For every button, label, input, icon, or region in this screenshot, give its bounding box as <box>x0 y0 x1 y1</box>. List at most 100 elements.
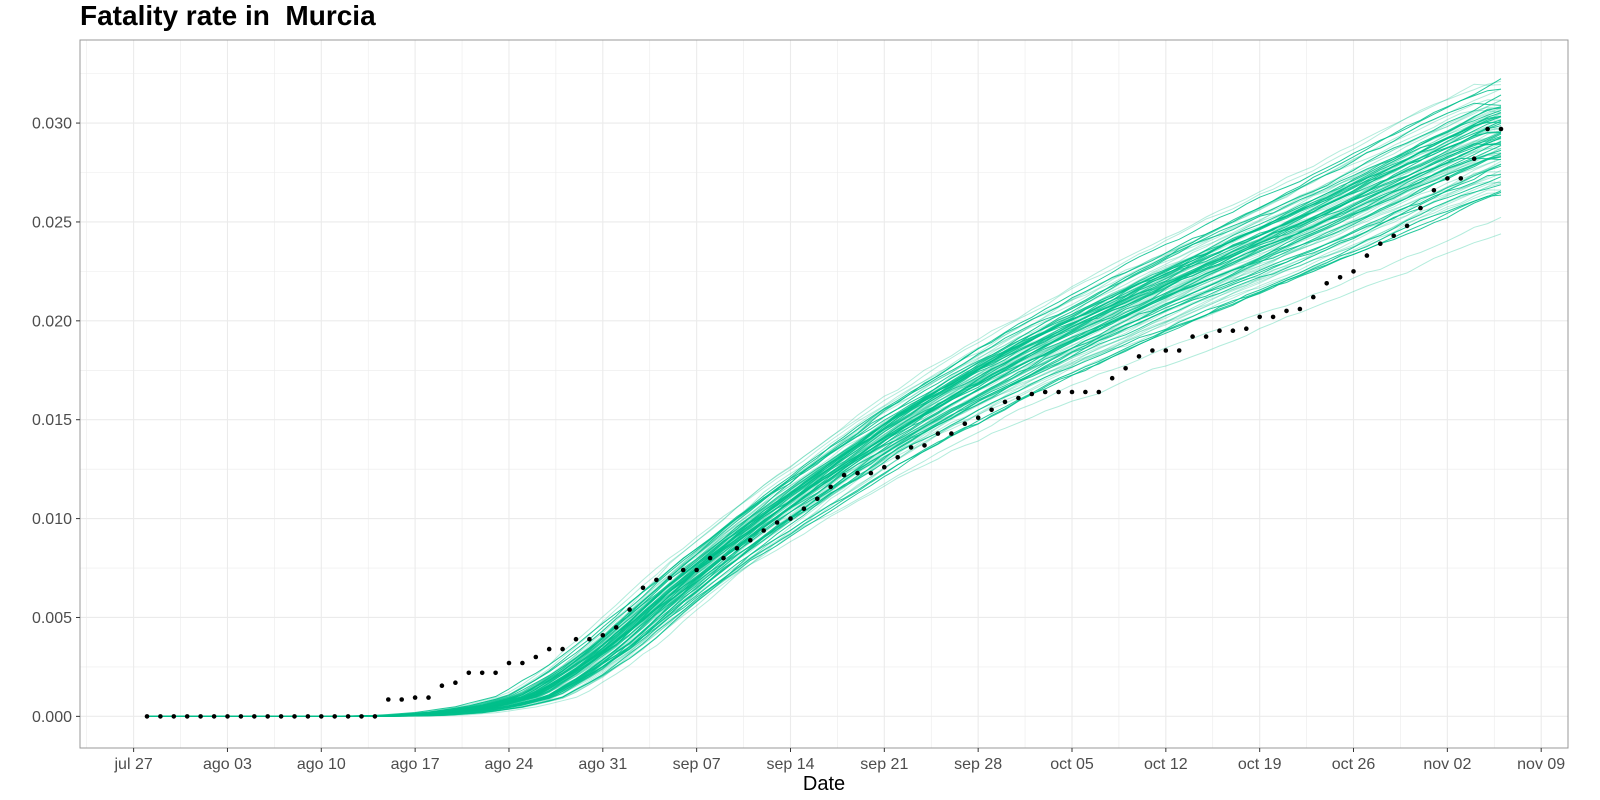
observed-point <box>1337 275 1343 280</box>
x-tick-label: oct 26 <box>1332 756 1376 773</box>
x-tick-label: oct 05 <box>1050 756 1094 773</box>
y-tick-label: 0.030 <box>32 116 72 133</box>
observed-point <box>922 443 927 448</box>
observed-point <box>560 646 565 652</box>
observed-point <box>627 607 632 612</box>
observed-point <box>1297 306 1303 312</box>
x-axis-title: Date <box>803 773 845 795</box>
observed-point <box>332 714 338 719</box>
x-tick-label: sep 14 <box>766 756 814 773</box>
observed-point <box>1351 269 1356 274</box>
observed-point <box>1445 176 1450 181</box>
observed-point <box>989 407 994 413</box>
observed-point <box>761 528 766 533</box>
observed-point <box>238 714 244 719</box>
observed-point <box>252 714 257 719</box>
x-tick-label: ago 10 <box>297 756 346 773</box>
observed-point <box>225 714 230 719</box>
observed-point <box>654 577 659 583</box>
observed-point <box>1284 308 1289 314</box>
observed-point <box>1163 348 1169 353</box>
observed-point <box>1123 366 1128 371</box>
observed-point <box>386 697 391 702</box>
observed-point <box>292 714 297 719</box>
x-tick-label: nov 09 <box>1517 756 1565 773</box>
observed-point <box>868 470 874 476</box>
observed-point <box>613 625 619 630</box>
observed-point <box>975 415 981 421</box>
y-axis: 0.000 0.005 0.010 0.015 0.020 0.025 0.030 <box>32 116 80 726</box>
observed-point <box>1364 253 1370 258</box>
observed-point <box>707 555 713 561</box>
observed-point <box>841 472 847 478</box>
x-tick-label: oct 12 <box>1144 756 1188 773</box>
observed-point <box>278 714 284 719</box>
x-tick-label: ago 03 <box>203 756 252 773</box>
observed-point <box>1136 354 1142 359</box>
observed-point <box>667 575 673 581</box>
x-tick-label: sep 07 <box>673 756 721 773</box>
observed-point <box>882 464 887 470</box>
observed-point <box>520 660 525 666</box>
observed-point <box>908 445 914 450</box>
observed-point <box>426 695 431 700</box>
observed-point <box>587 636 592 642</box>
observed-point <box>493 670 498 676</box>
simulated-line <box>147 181 1502 717</box>
observed-point <box>372 714 378 719</box>
observed-point <box>1270 314 1276 320</box>
observed-point <box>1042 389 1048 395</box>
observed-point <box>1230 328 1236 334</box>
observed-point <box>546 646 552 652</box>
observed-point <box>171 714 177 719</box>
y-tick-label: 0.010 <box>32 511 72 528</box>
observed-point <box>1016 395 1021 401</box>
observed-point <box>721 555 726 561</box>
x-tick-label: ago 17 <box>391 756 440 773</box>
observed-point <box>828 484 833 490</box>
observed-point <box>184 714 190 719</box>
observed-point <box>1203 334 1209 339</box>
observed-point <box>788 516 793 521</box>
observed-point <box>1029 391 1035 397</box>
observed-point <box>1190 334 1195 339</box>
y-tick-label: 0.000 <box>32 709 72 726</box>
observed-point <box>962 421 968 427</box>
plot-border <box>79 39 1569 749</box>
observed-point <box>1378 241 1383 246</box>
observed-point <box>774 520 780 525</box>
observed-point <box>1311 294 1316 300</box>
observed-point <box>1083 389 1088 395</box>
y-tick-label: 0.005 <box>32 610 72 627</box>
y-tick-label: 0.025 <box>32 214 72 231</box>
x-tick-label: ago 24 <box>485 756 534 773</box>
observed-point <box>949 431 954 436</box>
observed-point <box>359 714 364 719</box>
observed-point <box>1404 223 1410 229</box>
observed-point <box>1150 348 1155 353</box>
observed-point <box>1096 389 1102 395</box>
y-tick-label: 0.015 <box>32 412 72 429</box>
observed-point <box>600 633 606 638</box>
observed-point <box>1244 326 1249 332</box>
x-tick-label: sep 21 <box>860 756 908 773</box>
observed-point <box>1498 126 1504 132</box>
x-tick-label: oct 19 <box>1238 756 1282 773</box>
observed-point <box>801 506 807 512</box>
observed-points <box>144 126 1504 719</box>
observed-point <box>694 567 699 573</box>
observed-point <box>506 660 512 666</box>
chart-title: Fatality rate in Murcia <box>80 0 376 31</box>
observed-point <box>1002 399 1008 405</box>
observed-point <box>1056 389 1061 395</box>
observed-point <box>1257 314 1262 320</box>
y-tick-label: 0.020 <box>32 313 72 330</box>
observed-point <box>439 683 445 688</box>
observed-point <box>748 538 753 543</box>
plot-panel <box>80 40 1568 748</box>
observed-point <box>1418 205 1423 211</box>
observed-point <box>158 714 163 719</box>
observed-point <box>265 714 271 719</box>
observed-point <box>1458 176 1464 181</box>
